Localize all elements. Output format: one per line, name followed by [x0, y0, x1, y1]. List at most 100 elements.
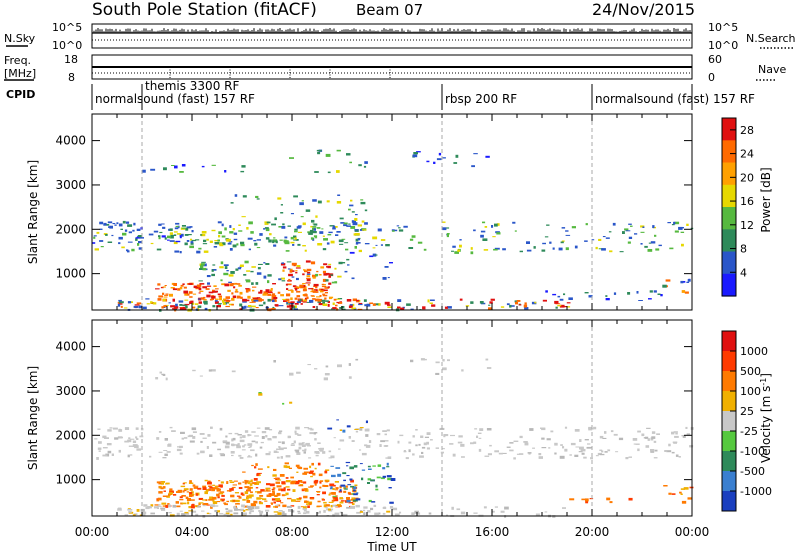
heatmap-cell — [331, 492, 336, 495]
heatmap-cell — [337, 275, 342, 278]
heatmap-cell — [323, 238, 328, 241]
colorbar-swatch — [722, 273, 736, 297]
heatmap-cell — [493, 248, 498, 251]
heatmap-cell — [251, 431, 256, 433]
heatmap-cell — [314, 483, 317, 486]
heatmap-cell — [196, 250, 201, 254]
heatmap-cell — [638, 300, 643, 301]
heatmap-cell — [96, 457, 99, 460]
heatmap-cell — [141, 512, 146, 515]
heatmap-cell — [311, 219, 315, 223]
heatmap-cell — [647, 438, 650, 441]
heatmap-cell — [201, 510, 205, 512]
x-tick-label: 20:00 — [575, 525, 610, 539]
heatmap-cell — [356, 492, 359, 495]
heatmap-cell — [397, 299, 402, 302]
heatmap-cell — [247, 305, 252, 308]
heatmap-cell — [234, 444, 238, 446]
heatmap-cell — [269, 493, 275, 496]
heatmap-cell — [136, 448, 142, 451]
nsky-data — [91, 28, 692, 41]
heatmap-cell — [192, 484, 196, 487]
heatmap-cell — [204, 491, 208, 495]
heatmap-cell — [291, 262, 297, 266]
heatmap-cell — [109, 225, 113, 229]
heatmap-cell — [352, 499, 358, 502]
heatmap-cell — [321, 499, 325, 501]
heatmap-cell — [257, 267, 261, 270]
heatmap-cell — [605, 298, 610, 301]
heatmap-cell — [444, 306, 448, 309]
heatmap-cell — [269, 429, 273, 431]
heatmap-cell — [105, 234, 108, 236]
heatmap-cell — [287, 283, 292, 286]
heatmap-cell — [587, 443, 591, 445]
heatmap-cell — [240, 241, 245, 245]
heatmap-cell — [290, 505, 295, 507]
heatmap-cell — [220, 261, 224, 265]
heatmap-cell — [281, 481, 286, 484]
heatmap-cell — [198, 301, 202, 304]
heatmap-cell — [255, 298, 258, 301]
heatmap-cell — [179, 498, 184, 501]
heatmap-cell — [383, 506, 386, 509]
heatmap-cell — [361, 220, 365, 223]
heatmap-cell — [348, 363, 351, 366]
heatmap-cell — [167, 444, 172, 447]
heatmap-cell — [566, 306, 571, 308]
heatmap-cell — [212, 305, 216, 308]
heatmap-cell — [361, 477, 364, 481]
heatmap-cell — [225, 512, 230, 515]
heatmap-cell — [278, 278, 282, 281]
heatmap-cell — [225, 435, 228, 438]
heatmap-cell — [294, 297, 298, 300]
y-tick-label: 1000 — [55, 267, 86, 281]
heatmap-cell — [275, 498, 281, 501]
heatmap-cell — [361, 228, 364, 230]
heatmap-cell — [322, 451, 326, 454]
heatmap-cell — [240, 264, 244, 267]
nsearch-tick-bottom: 10^0 — [708, 39, 738, 52]
heatmap-cell — [192, 494, 195, 496]
heatmap-cell — [488, 304, 491, 306]
heatmap-cell — [245, 509, 250, 511]
heatmap-cell — [314, 432, 318, 434]
heatmap-cell — [240, 296, 243, 299]
heatmap-cell — [303, 509, 307, 512]
heatmap-cell — [454, 251, 459, 254]
heatmap-cell — [375, 488, 379, 491]
heatmap-cell — [349, 251, 355, 254]
heatmap-cell — [387, 306, 392, 308]
heatmap-cell — [591, 239, 595, 241]
heatmap-cell — [291, 510, 295, 513]
heatmap-cell — [335, 495, 338, 497]
heatmap-cell — [112, 223, 116, 225]
heatmap-cell — [324, 470, 328, 474]
x-tick-label: 08:00 — [275, 525, 310, 539]
heatmap-cell — [215, 298, 219, 300]
heatmap-cell — [647, 249, 653, 252]
heatmap-cell — [443, 434, 449, 437]
heatmap-cell — [282, 223, 285, 226]
heatmap-cell — [118, 299, 122, 302]
heatmap-cell — [214, 240, 218, 242]
heatmap-cell — [575, 446, 580, 448]
heatmap-cell — [274, 514, 278, 516]
heatmap-cell — [598, 248, 604, 250]
heatmap-cell — [295, 271, 298, 274]
heatmap-cell — [684, 291, 689, 294]
heatmap-cell — [102, 454, 108, 457]
heatmap-cell — [203, 299, 207, 301]
heatmap-cell — [642, 226, 645, 228]
colorbar-swatch — [722, 491, 736, 512]
heatmap-cell — [258, 501, 262, 503]
heatmap-cell — [228, 432, 233, 435]
velocity-colorbar-label: Velocity [m s-1] — [759, 373, 773, 463]
heatmap-cell — [206, 294, 211, 298]
heatmap-cell — [330, 505, 333, 508]
heatmap-cell — [210, 506, 213, 509]
heatmap-cell — [321, 498, 325, 500]
heatmap-cell — [230, 271, 235, 274]
colorbar-tick-label: 8 — [740, 243, 747, 256]
heatmap-cell — [348, 305, 353, 309]
